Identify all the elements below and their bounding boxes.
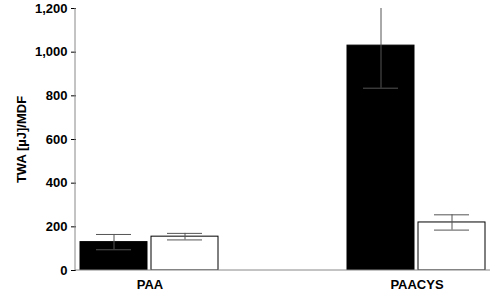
svg-text:PAACYS: PAACYS [390,277,444,292]
svg-text:TWA [µJ]/MDF: TWA [µJ]/MDF [14,96,29,183]
svg-text:800: 800 [46,88,68,103]
svg-text:600: 600 [46,132,68,147]
svg-text:400: 400 [46,175,68,190]
svg-text:0: 0 [60,263,67,278]
svg-text:1,200: 1,200 [35,1,68,16]
svg-text:200: 200 [46,219,68,234]
svg-text:PAA: PAA [137,277,164,292]
svg-text:1,000: 1,000 [35,44,68,59]
